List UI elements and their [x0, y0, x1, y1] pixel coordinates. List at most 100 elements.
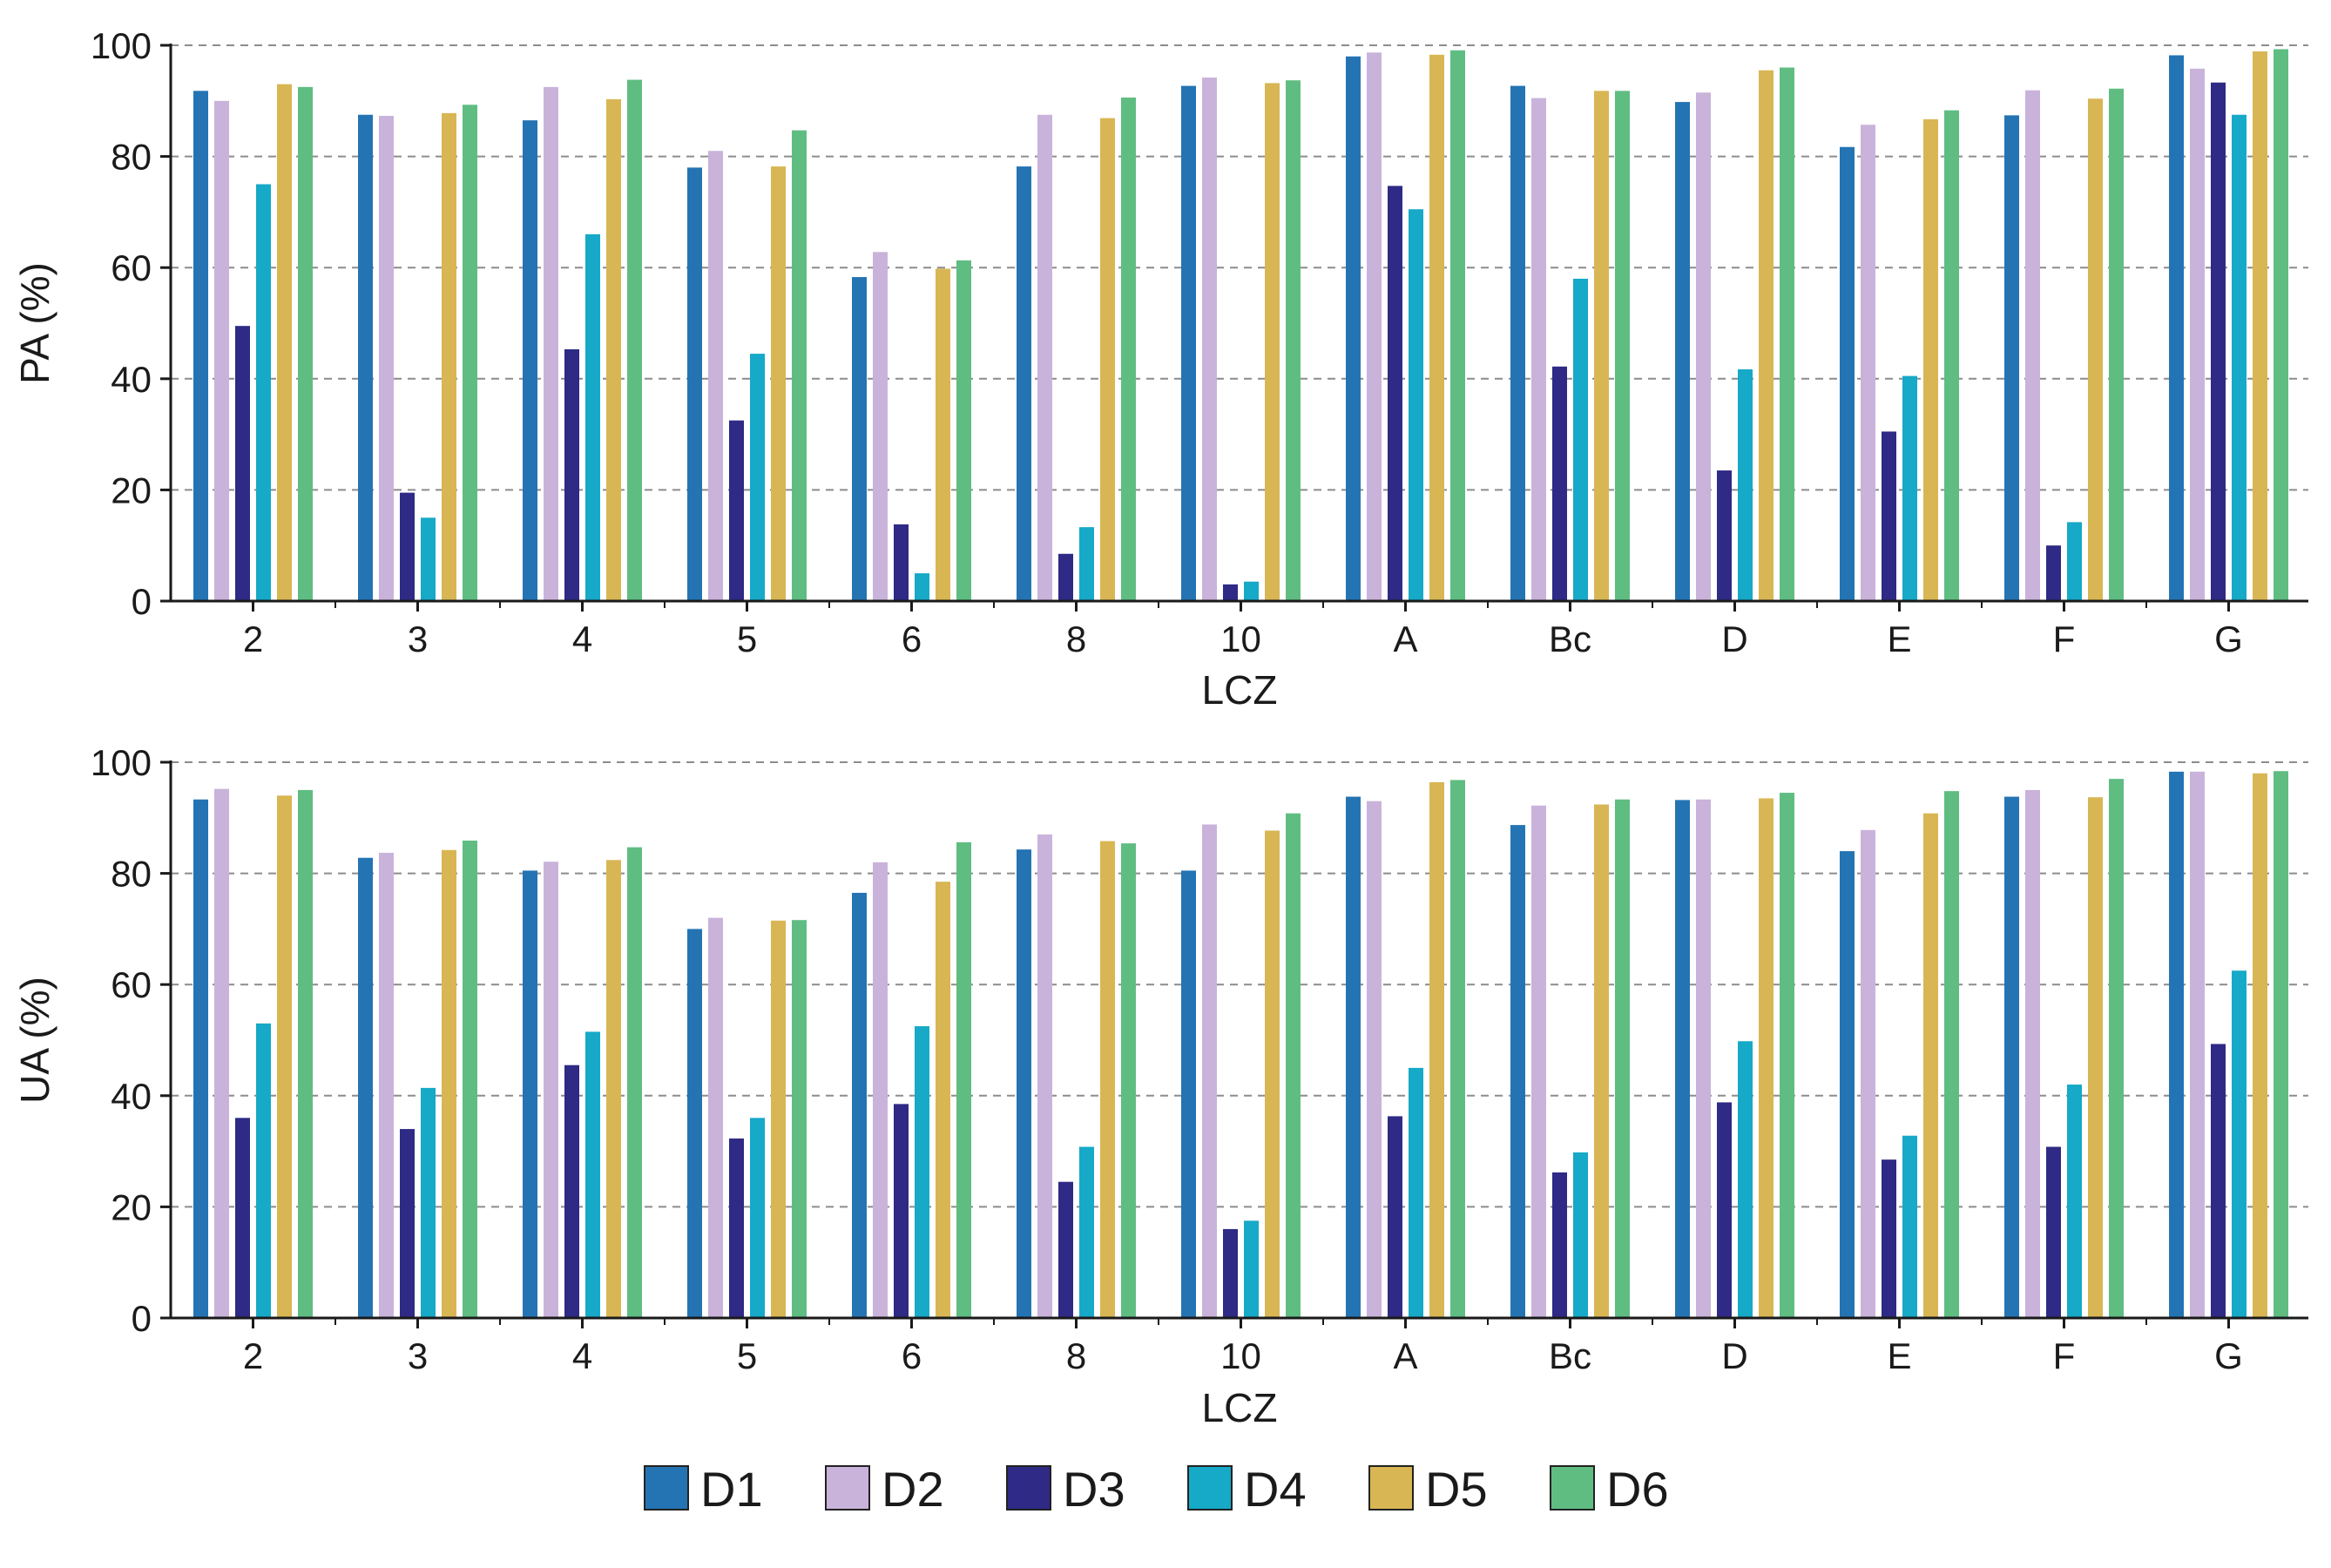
pa-bar-g-d1	[2169, 55, 2184, 601]
pa-bar-3-d2	[379, 116, 394, 601]
ua-bar-d-d6	[1780, 793, 1794, 1318]
pa-bar-f-d6	[2109, 88, 2124, 602]
pa-x-axis-title: LCZ	[1202, 667, 1278, 713]
ua-x-axis-title: LCZ	[1202, 1385, 1278, 1430]
pa-bar-2-d5	[277, 84, 292, 601]
pa-bar-bc-d4	[1573, 278, 1588, 601]
ua-x-tick-label: G	[2214, 1335, 2243, 1376]
ua-bar-4-d6	[627, 847, 642, 1318]
ua-bar-6-d1	[852, 892, 867, 1318]
legend-swatch-d4	[1187, 1465, 1233, 1511]
pa-bar-3-d6	[463, 105, 477, 602]
pa-bar-f-d5	[2088, 98, 2103, 602]
pa-bar-6-d1	[852, 277, 867, 601]
pa-bar-bc-d3	[1552, 366, 1567, 601]
ua-bar-8-d1	[1017, 849, 1031, 1318]
ua-bar-a-d6	[1450, 780, 1465, 1318]
pa-y-axis-title: PA (%)	[12, 262, 57, 384]
ua-bar-6-d4	[915, 1026, 929, 1318]
pa-bar-a-d2	[1367, 52, 1382, 601]
ua-bar-4-d4	[585, 1031, 600, 1318]
pa-bar-8-d5	[1100, 118, 1115, 601]
ua-bar-10-d3	[1223, 1228, 1238, 1318]
pa-bar-5-d4	[750, 354, 765, 601]
pa-x-tick-label: 10	[1220, 618, 1261, 659]
ua-bar-4-d2	[544, 862, 558, 1318]
ua-bar-10-d2	[1202, 824, 1217, 1318]
ua-bar-d-d3	[1717, 1102, 1732, 1318]
ua-bar-2-d4	[256, 1023, 271, 1318]
pa-bar-10-d5	[1265, 83, 1280, 601]
pa-bar-e-d1	[1840, 146, 1855, 601]
ua-bar-8-d2	[1037, 834, 1052, 1318]
pa-x-tick-label: 3	[408, 618, 428, 659]
pa-bar-3-d4	[421, 517, 436, 601]
ua-chart-panel: 0 20 40 60 80 100 2 3 4 5 6 8 10 A Bc D E F G LCZ UA (%)	[12, 742, 2308, 1430]
ua-bar-5-d1	[687, 929, 702, 1318]
pa-bar-5-d2	[708, 151, 723, 602]
pa-bar-e-d6	[1944, 110, 1959, 601]
pa-bar-10-d2	[1202, 78, 1217, 601]
pa-bar-g-d4	[2232, 114, 2247, 601]
ua-bar-f-d5	[2088, 797, 2103, 1318]
ua-bar-g-d1	[2169, 771, 2184, 1318]
pa-bar-a-d4	[1409, 209, 1423, 601]
ua-bar-d-d5	[1759, 798, 1774, 1318]
pa-bar-d-d4	[1738, 368, 1753, 601]
pa-bar-d-d3	[1717, 470, 1732, 601]
ua-bar-bc-d5	[1594, 804, 1609, 1318]
pa-bar-e-d4	[1902, 375, 1917, 601]
pa-bar-6-d5	[936, 268, 950, 601]
pa-bar-f-d1	[2004, 115, 2019, 601]
pa-x-tick-label: E	[1887, 618, 1911, 659]
pa-x-tick-label: 6	[902, 618, 922, 659]
ua-bar-a-d2	[1367, 801, 1382, 1318]
pa-bar-2-d6	[298, 86, 313, 602]
pa-x-tick-label: F	[2053, 618, 2076, 659]
pa-x-tick-label: D	[1721, 618, 1747, 659]
ua-bar-a-d4	[1409, 1067, 1423, 1318]
pa-bar-d-d6	[1780, 67, 1794, 601]
ua-bar-2-d6	[298, 789, 313, 1318]
pa-bar-3-d1	[358, 114, 373, 601]
ua-bar-bc-d3	[1552, 1172, 1567, 1318]
ua-x-tick-label: Bc	[1549, 1335, 1591, 1376]
legend-label-d6: D6	[1606, 1462, 1669, 1517]
ua-y-tick-label: 0	[132, 1298, 152, 1339]
ua-bar-5-d5	[771, 920, 786, 1318]
ua-x-tick-label: 6	[902, 1335, 922, 1376]
pa-bar-f-d2	[2025, 90, 2040, 602]
ua-y-tick-label: 100	[91, 742, 152, 783]
ua-bar-a-d3	[1388, 1116, 1402, 1318]
pa-bar-g-d6	[2274, 49, 2288, 601]
ua-bar-bc-d1	[1510, 825, 1525, 1318]
pa-bar-6-d4	[915, 573, 929, 601]
legend-label-d3: D3	[1063, 1462, 1125, 1517]
ua-y-tick-label: 20	[111, 1186, 152, 1227]
ua-bar-a-d1	[1346, 796, 1361, 1318]
pa-bar-3-d5	[442, 112, 456, 601]
legend-swatch-d5	[1368, 1465, 1414, 1511]
pa-bar-4-d5	[606, 98, 621, 602]
ua-bar-g-d2	[2190, 771, 2205, 1318]
ua-x-tick-label: A	[1393, 1335, 1417, 1376]
ua-bar-bc-d6	[1615, 799, 1630, 1318]
ua-bar-2-d5	[277, 795, 292, 1318]
pa-x-tick-label: Bc	[1549, 618, 1591, 659]
ua-bar-10-d1	[1181, 870, 1196, 1318]
pa-bar-bc-d6	[1615, 91, 1630, 602]
ua-bar-3-d3	[400, 1129, 415, 1318]
pa-bar-2-d3	[235, 326, 250, 601]
ua-bar-6-d5	[936, 882, 950, 1318]
pa-bar-d-d5	[1759, 70, 1774, 601]
ua-y-tick-label: 60	[111, 964, 152, 1005]
pa-bar-8-d2	[1037, 114, 1052, 601]
legend: D1 D2 D3 D4 D5 D6	[644, 1462, 1669, 1517]
ua-bar-e-d5	[1923, 813, 1938, 1318]
ua-bar-3-d6	[463, 840, 477, 1318]
ua-y-tick-label: 40	[111, 1076, 152, 1117]
ua-bar-5-d2	[708, 917, 723, 1318]
ua-bar-f-d4	[2067, 1085, 2082, 1318]
pa-bar-e-d5	[1923, 118, 1938, 601]
